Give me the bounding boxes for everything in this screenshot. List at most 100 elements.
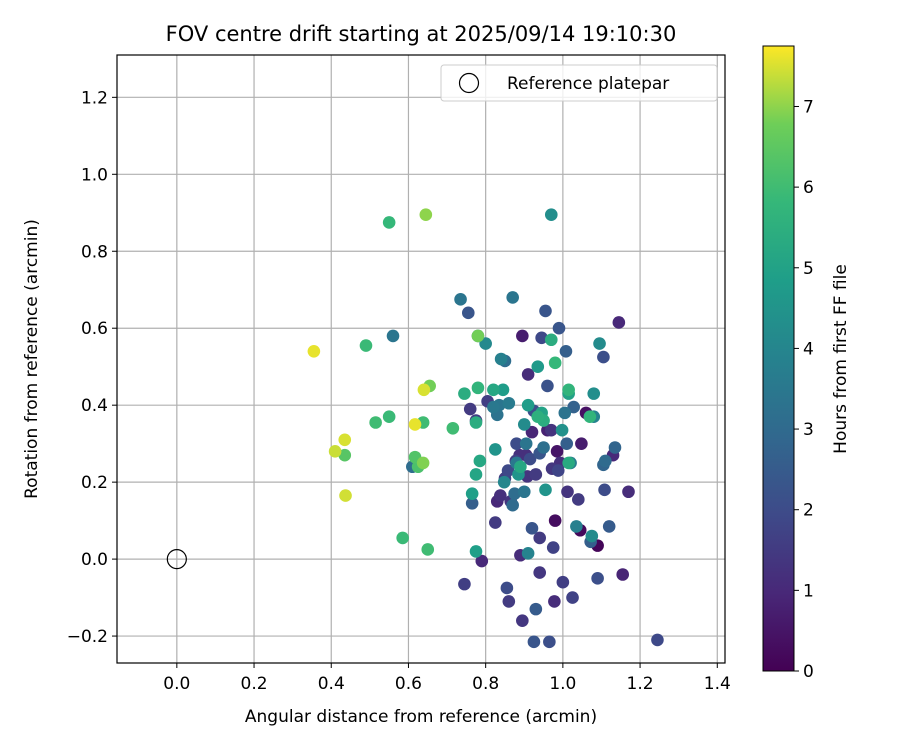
scatter-point	[546, 541, 560, 554]
scatter-point	[517, 418, 531, 431]
colorbar-gradient	[762, 45, 795, 672]
scatter-point	[328, 445, 342, 458]
scatter-point	[593, 337, 606, 350]
colorbar-tick-label: 2	[803, 501, 814, 521]
scatter-point	[598, 483, 611, 497]
scatter-point	[502, 595, 516, 608]
scatter-point	[543, 635, 556, 649]
scatter-point	[566, 591, 579, 604]
scatter-point	[487, 400, 500, 414]
scatter-point	[473, 454, 487, 468]
y-tick-label: 1.2	[81, 88, 108, 108]
scatter-point	[502, 396, 516, 410]
scatter-point	[572, 493, 585, 506]
x-tick-label: 0.8	[472, 674, 499, 694]
x-tick-label: 0.6	[395, 674, 422, 694]
legend-box	[440, 64, 718, 102]
scatter-point	[552, 321, 566, 335]
scatter-point	[501, 464, 515, 477]
scatter-point	[510, 437, 523, 450]
scatter-point	[550, 445, 564, 458]
scatter-point	[537, 441, 550, 454]
colorbar-tick-label: 6	[803, 178, 814, 198]
scatter-point	[489, 516, 502, 529]
scatter-point	[529, 602, 543, 616]
scatter-point	[339, 489, 352, 502]
scatter-point	[396, 531, 409, 545]
scatter-point	[454, 293, 467, 306]
scatter-point	[575, 437, 588, 450]
x-tick-label: 1.4	[704, 674, 731, 694]
chart-title: FOV centre drift starting at 2025/09/14 …	[166, 22, 677, 46]
scatter-point	[469, 545, 483, 558]
scatter-point	[516, 329, 529, 343]
scatter-point	[551, 464, 565, 477]
scatter-point	[544, 333, 558, 347]
scatter-point	[494, 352, 508, 366]
scatter-point	[521, 398, 535, 412]
scatter-point	[517, 485, 531, 499]
scatter-point	[597, 350, 610, 364]
scatter-point	[386, 329, 400, 343]
legend-label: Reference platepar	[507, 74, 669, 94]
scatter-point	[487, 383, 500, 397]
colorbar: 0 1 2 3 4 5 6 7 Hours from first FF file	[762, 45, 851, 682]
scatter-point	[382, 410, 396, 424]
scatter-point	[471, 381, 485, 395]
scatter-point	[527, 635, 541, 649]
scatter-point	[506, 498, 519, 512]
scatter-point	[548, 595, 561, 608]
scatter-point	[508, 487, 521, 500]
scatter-point	[544, 208, 558, 221]
scatter-point	[458, 577, 471, 591]
scatter-point	[338, 433, 352, 447]
y-tick-label: 0.4	[81, 396, 108, 416]
scatter-point	[465, 497, 479, 510]
scatter-point	[548, 514, 562, 527]
scatter-point	[602, 520, 616, 533]
scatter-point	[496, 383, 510, 397]
scatter-point	[489, 443, 502, 456]
scatter-point	[544, 423, 558, 437]
scatter-point	[521, 547, 535, 560]
scatter-point	[446, 421, 460, 435]
scatter-point	[497, 475, 511, 489]
y-tick-label: 0.6	[81, 319, 108, 339]
colorbar-ticks: 0 1 2 3 4 5 6 7	[794, 97, 814, 682]
scatter-points	[307, 208, 664, 649]
y-axis-label: Rotation from reference (arcmin)	[22, 219, 42, 499]
scatter-point	[525, 425, 539, 439]
colorbar-tick-label: 4	[803, 339, 814, 359]
scatter-point	[419, 208, 433, 221]
x-tick-label: 0.4	[318, 674, 345, 694]
reference-marker-group	[166, 549, 187, 570]
scatter-point	[516, 614, 529, 627]
scatter-point	[494, 489, 507, 502]
scatter-point	[417, 383, 431, 397]
plot-frame	[116, 54, 726, 664]
scatter-point	[651, 633, 664, 647]
scatter-point	[479, 337, 492, 350]
reference-platepar-marker	[166, 549, 187, 570]
scatter-point	[535, 331, 548, 345]
scatter-point	[559, 345, 573, 358]
y-tick-label: −0.2	[67, 627, 108, 647]
y-axis-ticks: −0.2 0.0 0.2 0.4 0.6 0.8 1.0 1.2	[67, 88, 117, 647]
scatter-point	[469, 416, 483, 429]
scatter-point	[585, 529, 599, 543]
scatter-point	[587, 387, 601, 400]
legend: Reference platepar	[440, 64, 718, 102]
scatter-point	[531, 360, 545, 373]
scatter-point	[471, 329, 485, 343]
scatter-point	[612, 316, 626, 329]
scatter-point	[369, 416, 382, 429]
x-axis-ticks: 0.0 0.2 0.4 0.6 0.8 1.0 1.2 1.4	[163, 663, 731, 694]
scatter-point	[408, 418, 422, 431]
scatter-point	[539, 304, 552, 318]
scatter-point	[469, 468, 483, 481]
scatter-point	[562, 456, 575, 470]
scatter-point	[533, 566, 547, 579]
scatter-point	[616, 568, 630, 581]
scatter-point	[519, 437, 533, 450]
scatter-point	[529, 468, 543, 481]
